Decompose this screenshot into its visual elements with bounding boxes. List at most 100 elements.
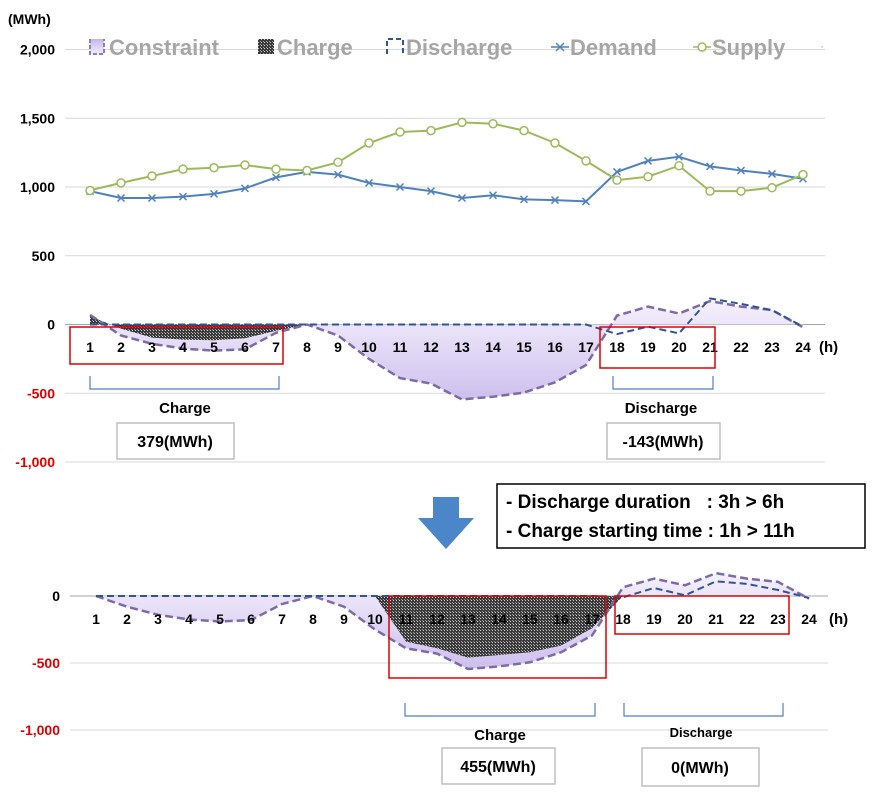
y-tick-label: 1,000 — [20, 179, 55, 195]
legend-item-supply: Supply — [693, 35, 786, 60]
x-tick-label: 13 — [454, 339, 470, 355]
x-tick-label: 2 — [117, 339, 125, 355]
x-tick-label: 22 — [733, 339, 749, 355]
supply-point — [395, 127, 405, 137]
discharge-label: Discharge — [670, 725, 733, 740]
supply-point — [550, 138, 560, 148]
charge-value: 455(MWh) — [460, 759, 536, 776]
y-tick-label: -1,000 — [20, 722, 60, 738]
discharge-window-highlight — [614, 595, 790, 635]
x-tick-label: 15 — [516, 339, 532, 355]
y-tick-label: 500 — [32, 248, 56, 264]
x-tick-label: 14 — [491, 611, 507, 627]
demand-point — [612, 167, 622, 176]
x-tick-label: 20 — [671, 339, 687, 355]
x-tick-label: 19 — [640, 339, 656, 355]
change-note-line-2: - Charge starting time : 1h > 11h — [506, 521, 795, 542]
demand-point — [333, 170, 343, 179]
demand-point — [426, 187, 436, 196]
demand-point — [519, 195, 529, 204]
x-tick-label: 6 — [241, 339, 249, 355]
demand-point — [705, 162, 715, 171]
discharge-value-box — [641, 747, 760, 787]
supply-point — [147, 171, 157, 181]
supply-point — [519, 125, 529, 136]
legend-swatch — [386, 38, 404, 54]
discharge-bracket — [623, 703, 784, 717]
legend-dot: · — [820, 39, 824, 53]
x-tick-label: 22 — [739, 611, 755, 627]
constraint-line — [89, 299, 804, 401]
bottom-annotations: Charge 455(MWh) Discharge 0(MWh) — [388, 595, 790, 787]
x-tick-label: 16 — [547, 339, 563, 355]
x-tick-label: 1 — [86, 339, 94, 355]
discharge-value-box — [606, 422, 721, 460]
legend-marker — [697, 42, 707, 52]
supply-point — [612, 175, 622, 185]
demand-point — [147, 193, 157, 203]
charge-value-box — [441, 747, 556, 785]
x-tick-label: 23 — [770, 611, 786, 627]
x-tick-label: 23 — [764, 339, 780, 355]
change-note-line-1: - Discharge duration : 3h > 6h — [506, 492, 784, 513]
demand-point — [364, 178, 374, 187]
supply-point — [85, 185, 95, 196]
x-tick-label: 14 — [485, 339, 501, 355]
top-chart: 2,000 1,500 1,000 500 0 -500 -1,000 (MWh) Cons… — [8, 11, 838, 470]
bottom-y-tick-labels: 0 -500 -1,000 — [20, 588, 60, 738]
legend-label: Constraint — [109, 35, 220, 60]
demand-point — [767, 169, 777, 178]
down-arrow-icon — [418, 497, 474, 549]
demand-point — [674, 152, 684, 161]
x-tick-label: 3 — [148, 339, 156, 355]
charge-label: Charge — [159, 400, 211, 417]
demand-point — [178, 192, 188, 201]
x-tick-label: 17 — [578, 339, 594, 355]
top-area-series — [89, 297, 804, 401]
top-x-tick-labels: 1 2 3 4 5 6 7 8 9 10 11 12 13 14 15 16 17 18 19 20 21 22 23 24 — [86, 339, 811, 355]
demand-point — [643, 156, 653, 165]
x-tick-label: 11 — [399, 611, 414, 627]
x-tick-label: 5 — [210, 339, 218, 355]
demand-point — [736, 166, 746, 175]
legend-label: Demand — [570, 35, 657, 60]
legend-item-charge: Charge — [258, 35, 353, 60]
demand-point — [457, 193, 467, 203]
supply-point — [116, 178, 126, 188]
supply-point — [767, 182, 777, 193]
discharge-bracket — [612, 376, 714, 390]
legend-marker — [555, 42, 565, 52]
x-tick-label: 12 — [423, 339, 439, 355]
supply-point — [457, 117, 467, 128]
y-unit-label: (MWh) — [8, 11, 51, 27]
discharge-value: -143(MWh) — [623, 434, 704, 451]
x-tick-label: 9 — [340, 611, 348, 627]
x-tick-label: 11 — [393, 339, 408, 355]
supply-point — [240, 160, 250, 170]
demand-point — [550, 196, 560, 205]
x-tick-label: 9 — [334, 339, 342, 355]
supply-point — [736, 186, 746, 196]
discharge-window-highlight — [599, 326, 716, 369]
supply-point — [178, 164, 188, 174]
top-x-unit-label: (h) — [819, 339, 838, 356]
charge-value: 379(MWh) — [137, 434, 213, 451]
demand-line — [89, 155, 804, 203]
y-tick-label: -1,000 — [15, 454, 55, 470]
charge-label: Charge — [474, 727, 526, 744]
x-tick-label: 12 — [429, 611, 445, 627]
legend-swatch — [258, 39, 274, 54]
supply-line — [89, 121, 804, 193]
bottom-x-tick-labels: 1 2 3 4 5 6 7 8 9 10 11 12 13 14 15 16 17 18 19 20 21 22 23 24 — [92, 611, 817, 627]
y-tick-label: -500 — [32, 655, 60, 671]
x-tick-label: 8 — [303, 339, 311, 355]
top-annotations: Charge 379(MWh) Discharge -143(MWh) — [69, 326, 721, 460]
bottom-area-series — [95, 571, 810, 671]
charge-area — [90, 316, 803, 341]
demand-point — [209, 189, 219, 198]
demand-point — [240, 184, 250, 193]
discharge-label: Discharge — [625, 400, 698, 417]
supply-point — [488, 119, 498, 129]
legend-item-demand: Demand — [551, 35, 657, 60]
